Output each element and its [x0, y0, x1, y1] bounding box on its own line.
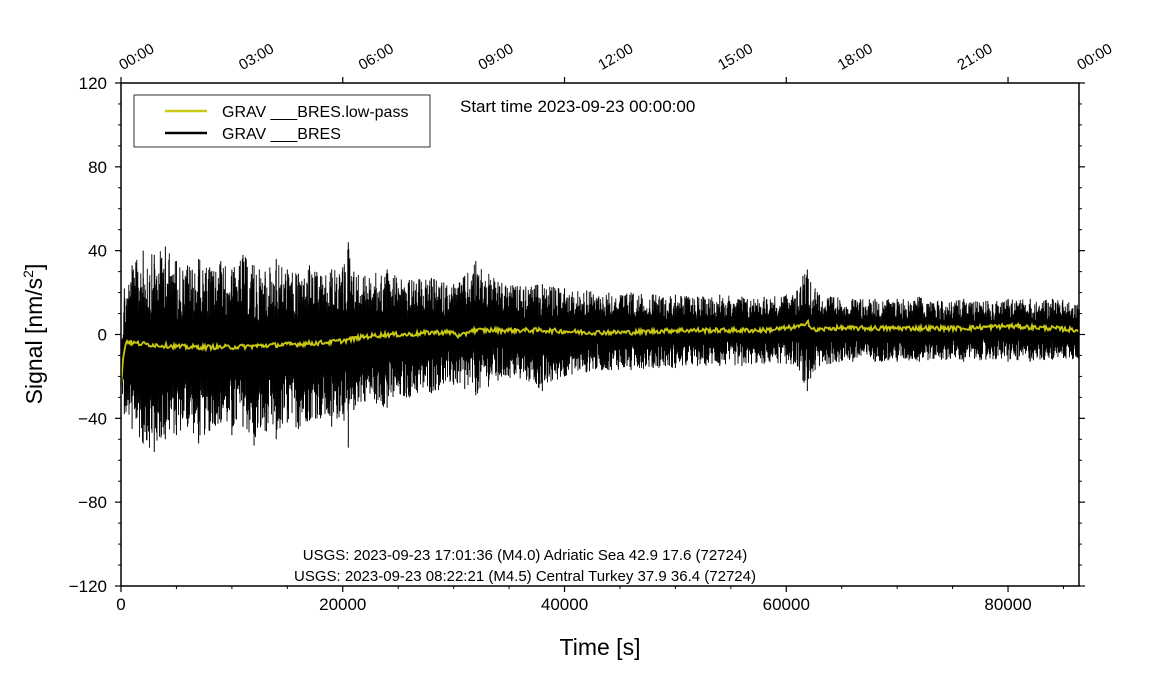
y-tick-label: 0 — [98, 326, 107, 345]
y-tick-label: 80 — [88, 158, 107, 177]
y-tick-label: 40 — [88, 242, 107, 261]
y-axis-label-main: Signal [nm/s — [21, 278, 47, 405]
legend: GRAV ___BRES.low-pass GRAV ___BRES — [133, 94, 431, 148]
y-tick-label: −80 — [78, 493, 107, 512]
top-time-label: 00:00 — [1074, 40, 1115, 73]
plot-content — [120, 242, 1080, 452]
x-tick-label: 80000 — [984, 595, 1031, 614]
x-tick-label: 0 — [116, 595, 125, 614]
y-tick-label: −120 — [69, 577, 107, 596]
legend-box — [133, 94, 431, 148]
y-axis-label: Signal [nm/s2] — [20, 264, 47, 405]
top-time-label: 03:00 — [236, 40, 277, 73]
annotation-turkey: USGS: 2023-09-23 08:22:21 (M4.5) Central… — [294, 568, 756, 585]
y-tick-label: −40 — [78, 409, 107, 428]
annotation-adriatic: USGS: 2023-09-23 17:01:36 (M4.0) Adriati… — [303, 547, 747, 564]
x-tick-label: 60000 — [763, 595, 810, 614]
legend-label-lowpass: GRAV ___BRES.low-pass — [222, 104, 408, 121]
top-time-label: 18:00 — [835, 40, 876, 73]
top-time-label: 00:00 — [116, 40, 157, 73]
y-axis-label-close: ] — [21, 264, 47, 270]
x-tick-label: 20000 — [319, 595, 366, 614]
top-time-label: 15:00 — [715, 40, 756, 73]
series-lowpass-line — [120, 318, 1080, 386]
top-time-label: 12:00 — [595, 40, 636, 73]
legend-label-raw: GRAV ___BRES — [222, 126, 341, 143]
chart-title: Start time 2023-09-23 00:00:00 — [460, 97, 695, 116]
y-axis-label-sup: 2 — [20, 270, 36, 278]
top-time-label: 09:00 — [475, 40, 516, 73]
y-tick-label: 120 — [79, 74, 107, 93]
x-axis-label: Time [s] — [560, 634, 641, 660]
top-time-label: 06:00 — [356, 40, 397, 73]
x-tick-label: 40000 — [541, 595, 588, 614]
top-time-label: 21:00 — [954, 40, 995, 73]
